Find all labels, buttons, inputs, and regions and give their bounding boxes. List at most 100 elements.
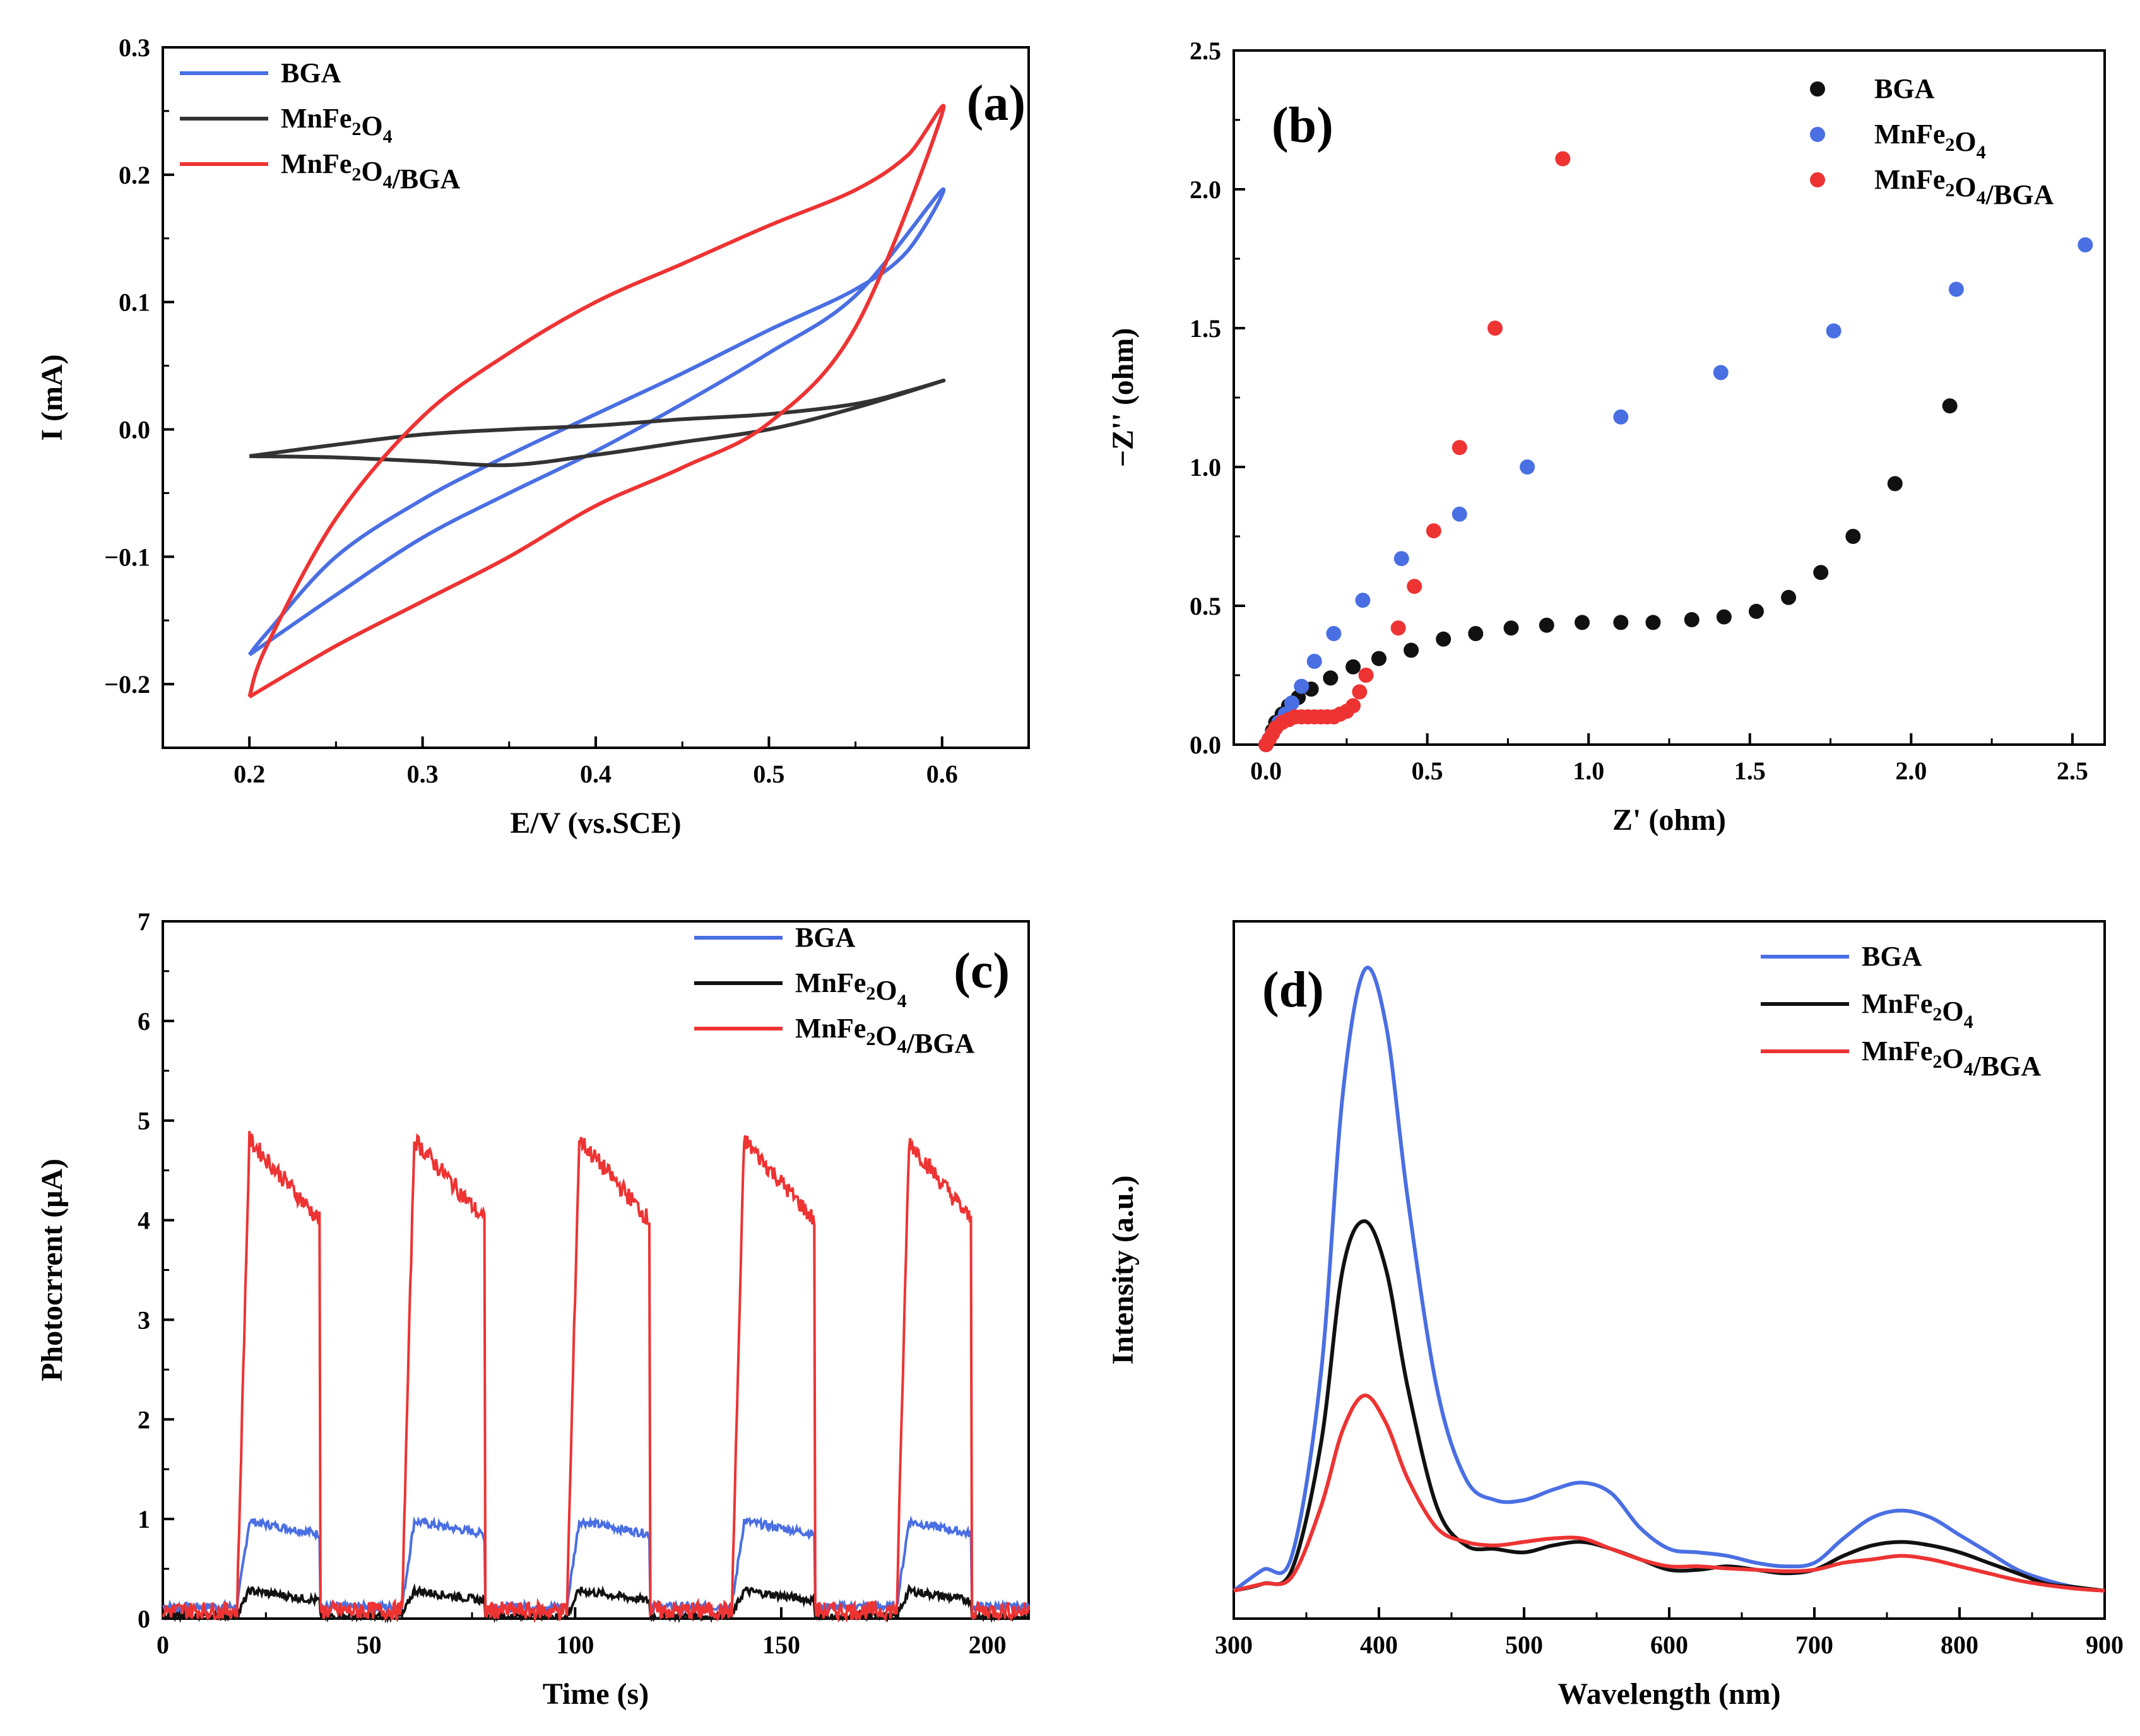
data-point (1684, 612, 1700, 627)
x-tick-label: 800 (1941, 1631, 1978, 1659)
data-point (1345, 659, 1361, 675)
data-point (1355, 593, 1371, 608)
data-point (1813, 565, 1829, 581)
y-tick-label: 1 (138, 1505, 150, 1533)
y-axis-label: Photocrrent (μA) (35, 1159, 69, 1381)
data-point (1284, 695, 1299, 711)
y-tick-label: 0.2 (119, 161, 150, 189)
plot-frame (1233, 920, 2106, 1620)
x-axis-label: Time (s) (543, 1677, 649, 1711)
x-tick-label: 100 (556, 1631, 594, 1659)
y-tick-label: 0.0 (1190, 731, 1221, 759)
legend-entry: BGA (1862, 941, 1922, 972)
series-line (1233, 1393, 2105, 1593)
series-line (162, 1515, 1030, 1615)
x-tick-label: 900 (2086, 1631, 2124, 1659)
x-tick-label: 50 (357, 1631, 382, 1659)
y-tick-label: 0.5 (1190, 592, 1221, 620)
y-tick-label: 6 (138, 1007, 150, 1036)
x-tick-label: 0.6 (926, 760, 958, 788)
x-tick-label: 700 (1795, 1631, 1833, 1659)
data-point (1575, 615, 1590, 630)
data-point (1323, 670, 1339, 686)
data-point (1358, 668, 1374, 683)
data-point (1613, 615, 1629, 630)
data-point (1713, 365, 1729, 381)
series-line (247, 187, 946, 657)
data-point (1306, 654, 1322, 669)
data-point (2078, 237, 2093, 252)
legend-entry: BGA (281, 57, 341, 88)
data-point (1390, 620, 1406, 636)
series-line (162, 1131, 1030, 1624)
y-tick-label: 2.0 (1190, 175, 1221, 204)
legend-entry: MnFe2O4/BGA (1862, 1036, 2041, 1082)
data-point (1468, 626, 1484, 641)
x-tick-label: 150 (762, 1631, 800, 1659)
x-tick-label: 0.4 (580, 760, 612, 788)
x-tick-label: 600 (1650, 1631, 1688, 1659)
panel-label: (d) (1262, 962, 1324, 1018)
data-point (1503, 620, 1519, 636)
panel-a-cv-curves: 0.2 0.3 0.4 0.5 0.6 −0.2 −0.1 0.0 0.1 0.2 0.3 E/V (… (35, 33, 1030, 840)
x-tick-label: 1.0 (1573, 757, 1604, 785)
x-tick-label: 0.5 (753, 760, 784, 788)
y-tick-label: 1.0 (1190, 453, 1221, 481)
panel-c-photocurrent: 0 50 100 150 200 0 1 2 3 4 5 6 7 Time (s) Photocrrent … (35, 907, 1030, 1711)
x-tick-label: 1.5 (1734, 757, 1766, 785)
y-tick-label: 1.5 (1190, 314, 1221, 343)
panel-b-nyquist-plot: 0.0 0.5 1.0 1.5 2.0 2.5 0.0 0.5 1.0 1.5 2.0 2.5 Z' (… (1106, 37, 2106, 837)
legend-marker (1810, 81, 1825, 97)
data-point (1371, 651, 1386, 666)
x-axis-label: E/V (vs.SCE) (510, 806, 681, 840)
legend-entry: MnFe2O4/BGA (281, 148, 460, 194)
y-tick-label: 4 (138, 1207, 150, 1235)
data-point (1716, 609, 1732, 625)
data-point (1826, 323, 1841, 339)
series-line (1233, 965, 2105, 1593)
series-line (247, 103, 946, 699)
x-tick-label: 0.5 (1412, 757, 1443, 785)
data-point (1393, 551, 1409, 567)
data-point (1613, 409, 1629, 425)
legend-entry: MnFe2O4 (281, 103, 393, 147)
panel-label: (c) (954, 943, 1010, 999)
legend-entry: MnFe2O4/BGA (1874, 164, 2054, 210)
x-tick-label: 0 (157, 1631, 169, 1659)
data-point (1436, 631, 1451, 647)
panel-label: (b) (1272, 98, 1333, 153)
data-point (1326, 626, 1342, 641)
data-point (1539, 617, 1554, 633)
panel-d-pl-spectra: 300 400 500 600 700 800 900 Wavelength (nm) Inte… (1106, 920, 2124, 1711)
data-point (1645, 615, 1661, 630)
data-point (1781, 589, 1797, 605)
x-tick-label: 0.3 (407, 760, 439, 788)
panel-label: (a) (967, 76, 1026, 131)
x-axis-label: Z' (ohm) (1612, 803, 1726, 837)
x-axis-label: Wavelength (nm) (1558, 1677, 1780, 1711)
legend-marker (1810, 127, 1825, 142)
data-point (1845, 529, 1861, 544)
legend-marker (1810, 172, 1825, 187)
x-tick-label: 400 (1360, 1631, 1398, 1659)
y-axis-label: −Z'' (ohm) (1106, 328, 1140, 468)
data-point (1451, 440, 1467, 456)
x-tick-label: 200 (969, 1631, 1007, 1659)
x-tick-label: 300 (1215, 1631, 1253, 1659)
y-tick-label: 0.0 (119, 415, 150, 444)
data-point (1345, 698, 1361, 714)
legend-entry: MnFe2O4 (1874, 119, 1986, 163)
y-tick-label: −0.2 (104, 670, 150, 699)
data-point (1451, 506, 1467, 522)
x-tick-label: 500 (1505, 1631, 1543, 1659)
data-point (1426, 523, 1441, 539)
x-tick-label: 0.2 (234, 760, 265, 788)
y-tick-label: 5 (138, 1107, 150, 1135)
legend-entry: MnFe2O4 (1862, 988, 1973, 1032)
y-tick-label: −0.1 (104, 543, 150, 571)
data-point (1487, 321, 1503, 336)
y-tick-label: 2.5 (1190, 37, 1221, 65)
data-point (1555, 151, 1571, 167)
legend-entry: BGA (1874, 73, 1935, 104)
y-tick-label: 0.3 (119, 33, 150, 62)
